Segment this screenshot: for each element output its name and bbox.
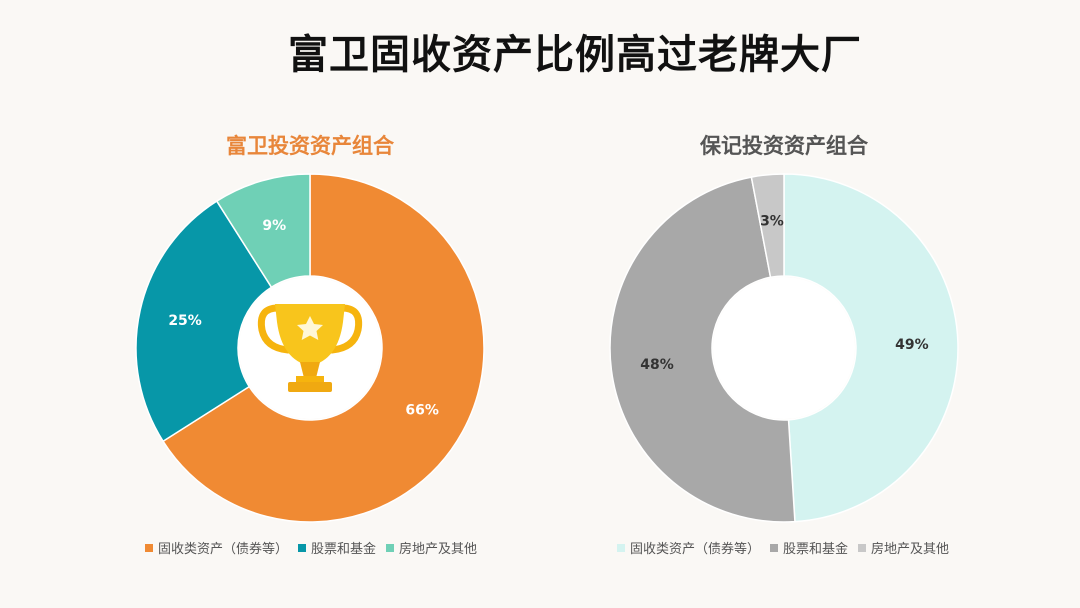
- legend-swatch: [858, 543, 867, 552]
- legend-swatch: [386, 543, 395, 552]
- left-donut-chart: 66% 25% 9%: [135, 173, 485, 523]
- legend-swatch: [617, 543, 625, 552]
- legend-item: 股票和基金: [770, 538, 848, 557]
- legend-item: 股票和基金: [298, 538, 376, 557]
- left-legend: 固收类资产（债券等） 股票和基金 房地产及其他: [145, 538, 487, 557]
- legend-swatch: [145, 543, 153, 552]
- legend-label: 固收类资产（债券等）: [158, 542, 289, 557]
- page-title: 富卫固收资产比例高过老牌大厂: [288, 32, 862, 78]
- right-donut-center: [713, 277, 855, 419]
- right-slice-1: [783, 173, 959, 523]
- legend-label: 房地产及其他: [399, 542, 478, 557]
- trophy-icon: [257, 304, 363, 392]
- left-slice-3: [215, 173, 311, 289]
- left-slice-1: [162, 173, 485, 523]
- legend-label: 固收类资产（债券等）: [630, 542, 761, 557]
- legend-item: 房地产及其他: [386, 538, 477, 557]
- legend-item: 固收类资产（债券等）: [145, 538, 288, 557]
- right-legend: 固收类资产（债券等） 股票和基金 房地产及其他: [617, 538, 959, 557]
- legend-item: 固收类资产（债券等）: [617, 538, 760, 557]
- right-slice-label-1: 49%: [895, 337, 929, 353]
- legend-item: 房地产及其他: [858, 538, 949, 557]
- left-slice-label-3: 9%: [262, 218, 286, 234]
- left-chart-title: 富卫投资资产组合: [226, 134, 394, 158]
- right-donut-chart: 49% 48% 3%: [609, 173, 959, 523]
- left-slice-label-2: 25%: [168, 313, 202, 329]
- legend-label: 房地产及其他: [871, 542, 950, 557]
- right-chart-title: 保记投资资产组合: [700, 134, 868, 158]
- right-slice-3: [750, 173, 785, 279]
- legend-label: 股票和基金: [311, 542, 377, 557]
- right-slice-2: [609, 176, 796, 523]
- legend-label: 股票和基金: [783, 542, 849, 557]
- right-slice-label-3: 3%: [760, 214, 784, 230]
- legend-swatch: [298, 543, 307, 552]
- left-slice-2: [135, 200, 273, 443]
- legend-swatch: [770, 543, 779, 552]
- right-slice-label-2: 48%: [640, 357, 674, 373]
- left-slice-label-1: 66%: [405, 403, 439, 419]
